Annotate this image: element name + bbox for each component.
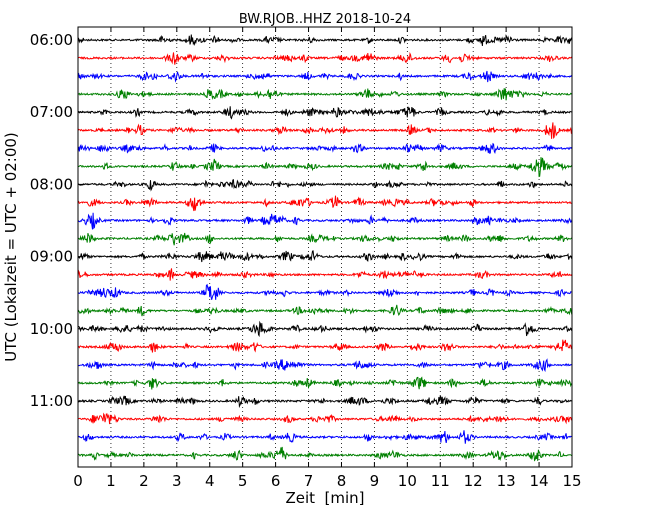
trace-1145 (77, 446, 573, 462)
trace-0815 (77, 195, 573, 212)
grid-lines (110, 27, 540, 467)
x-tick-label: 8 (337, 472, 347, 490)
x-tick-label: 13 (497, 472, 516, 490)
trace-0645 (77, 88, 573, 101)
y-tick-label: 06:00 (30, 31, 73, 49)
trace-0915 (77, 268, 573, 281)
trace-0730 (77, 142, 573, 155)
trace-1100 (77, 395, 573, 409)
x-tick-label: 10 (398, 472, 417, 490)
trace-0600 (77, 33, 573, 47)
seismogram-traces (77, 33, 573, 462)
x-tick-label: 1 (106, 472, 116, 490)
y-tick-label: 08:00 (30, 175, 73, 193)
y-tick-label: 11:00 (30, 392, 73, 410)
x-tick-label: 9 (370, 472, 380, 490)
x-axis-label: Zeit [min] (285, 489, 364, 507)
trace-1115 (77, 412, 573, 425)
trace-0745 (77, 157, 573, 178)
trace-0715 (77, 122, 573, 139)
trace-0845 (77, 232, 573, 246)
chart-title: BW.RJOB..HHZ 2018-10-24 (239, 12, 411, 27)
x-tick-label: 15 (562, 472, 581, 490)
x-tick-label: 14 (530, 472, 549, 490)
trace-0930 (77, 283, 573, 300)
trace-1015 (78, 339, 573, 353)
x-tick-label: 3 (172, 472, 182, 490)
y-tick-label: 09:00 (30, 248, 73, 266)
y-tick-label: 10:00 (30, 320, 73, 338)
x-tick-label: 5 (238, 472, 248, 490)
x-tick-label: 4 (205, 472, 215, 490)
plot-area-frame (77, 26, 573, 468)
x-tick-label: 12 (464, 472, 483, 490)
y-tick-label: 07:00 (30, 103, 73, 121)
trace-0900 (77, 250, 573, 263)
trace-1000 (77, 320, 573, 338)
trace-0630 (77, 70, 573, 83)
x-tick-label: 0 (73, 472, 83, 490)
y-axis-ticks: 06:00 07:00 08:00 09:00 10:00 11:00 (30, 31, 83, 410)
trace-0945 (77, 304, 573, 317)
x-tick-label: 6 (271, 472, 281, 490)
x-tick-label: 2 (139, 472, 149, 490)
trace-0615 (77, 51, 573, 65)
x-tick-label: 11 (431, 472, 450, 490)
trace-0830 (77, 212, 573, 230)
x-axis-ticks: 0 1 2 3 4 5 6 7 8 9 10 11 12 13 14 15 (73, 27, 582, 490)
trace-1130 (77, 430, 573, 444)
trace-1045 (77, 376, 573, 390)
y-axis-label: UTC (Lokalzeit = UTC + 02:00) (2, 132, 20, 362)
x-tick-label: 7 (304, 472, 314, 490)
trace-1030 (77, 358, 573, 373)
trace-0800 (77, 179, 573, 192)
trace-0700 (77, 106, 573, 120)
